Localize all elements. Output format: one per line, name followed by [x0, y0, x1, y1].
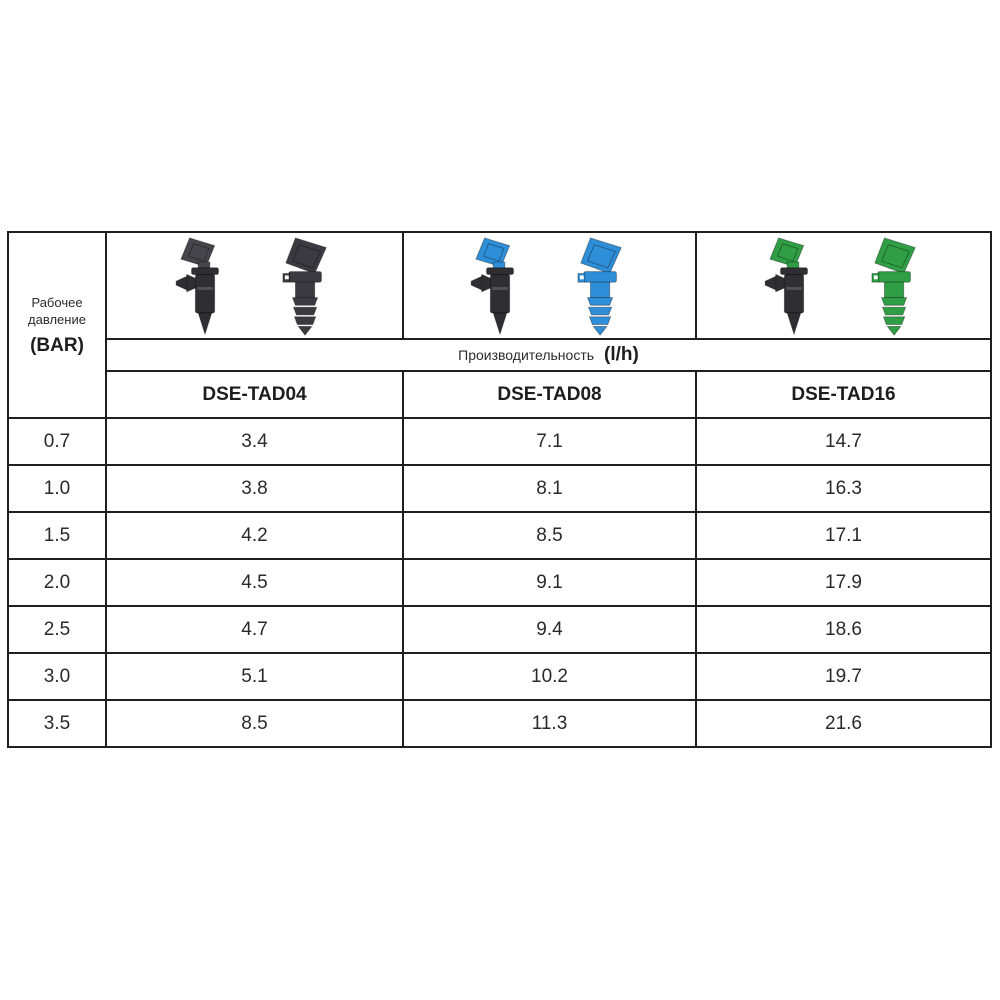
model-header-tad16: DSE-TAD16 [695, 370, 992, 419]
model-header-tad08: DSE-TAD08 [402, 370, 697, 419]
pressure-cell: 2.0 [7, 558, 107, 607]
value-cell: 14.7 [695, 417, 992, 466]
spike-emitter-blue-image [470, 237, 514, 336]
pressure-cell: 2.5 [7, 605, 107, 654]
data-row: 1.5 4.2 8.5 17.1 [7, 511, 992, 560]
value-cell: 16.3 [695, 464, 992, 513]
data-row: 3.5 8.5 11.3 21.6 [7, 699, 992, 748]
value-cell: 8.1 [402, 464, 697, 513]
value-cell: 17.9 [695, 558, 992, 607]
value-cell: 8.5 [105, 699, 404, 748]
spike-emitter-green-image [764, 237, 808, 336]
value-cell: 21.6 [695, 699, 992, 748]
value-cell: 4.7 [105, 605, 404, 654]
pressure-cell: 3.5 [7, 699, 107, 748]
capacity-unit: (l/h) [604, 344, 639, 365]
barb-emitter-blue-image [576, 237, 622, 336]
pressure-unit-label: (BAR) [30, 334, 84, 356]
emitter-images-tad04 [107, 234, 402, 337]
value-cell: 5.1 [105, 652, 404, 701]
value-cell: 3.4 [105, 417, 404, 466]
product-images-row: Рабочее давление (BAR) [7, 231, 992, 419]
barb-emitter-green-image [870, 237, 916, 336]
model-header-row: DSE-TAD04 DSE-TAD08 DSE-TAD16 [8, 370, 992, 419]
data-row: 3.0 5.1 10.2 19.7 [7, 652, 992, 701]
value-cell: 4.5 [105, 558, 404, 607]
data-row: 2.0 4.5 9.1 17.9 [7, 558, 992, 607]
value-cell: 7.1 [402, 417, 697, 466]
data-row: 2.5 4.7 9.4 18.6 [7, 605, 992, 654]
value-cell: 10.2 [402, 652, 697, 701]
capacity-label: Производительность [458, 347, 595, 363]
pressure-header-line2: давление [28, 311, 86, 327]
product-image-cell-tad04 [105, 231, 404, 340]
value-cell: 18.6 [695, 605, 992, 654]
data-rows: 0.7 3.4 7.1 14.7 1.0 3.8 8.1 16.3 1.5 4.2 8.5 17.1 2… [7, 417, 992, 748]
value-cell: 17.1 [695, 511, 992, 560]
product-image-cell-tad08 [402, 231, 697, 340]
value-cell: 4.2 [105, 511, 404, 560]
capacity-header-cell: Производительность (l/h) [105, 338, 992, 372]
value-cell: 3.8 [105, 464, 404, 513]
data-row: 1.0 3.8 8.1 16.3 [7, 464, 992, 513]
pressure-cell: 1.0 [7, 464, 107, 513]
product-image-cell-tad16 [695, 231, 992, 340]
value-cell: 19.7 [695, 652, 992, 701]
pressure-header-line1: Рабочее [31, 294, 83, 310]
pressure-cell: 0.7 [7, 417, 107, 466]
spike-emitter-black-image [175, 237, 219, 336]
data-row: 0.7 3.4 7.1 14.7 [7, 417, 992, 466]
value-cell: 9.1 [402, 558, 697, 607]
value-cell: 8.5 [402, 511, 697, 560]
pressure-cell: 3.0 [7, 652, 107, 701]
capacity-header-row: Производительность (l/h) [8, 338, 992, 372]
emitter-images-tad08 [404, 234, 695, 337]
emitter-images-tad16 [697, 234, 990, 337]
model-header-tad04: DSE-TAD04 [105, 370, 404, 419]
pressure-header-cell: Рабочее давление (BAR) [7, 231, 107, 419]
value-cell: 11.3 [402, 699, 697, 748]
value-cell: 9.4 [402, 605, 697, 654]
emitter-spec-table: Рабочее давление (BAR) [7, 231, 992, 748]
barb-emitter-black-image [281, 237, 327, 336]
pressure-cell: 1.5 [7, 511, 107, 560]
